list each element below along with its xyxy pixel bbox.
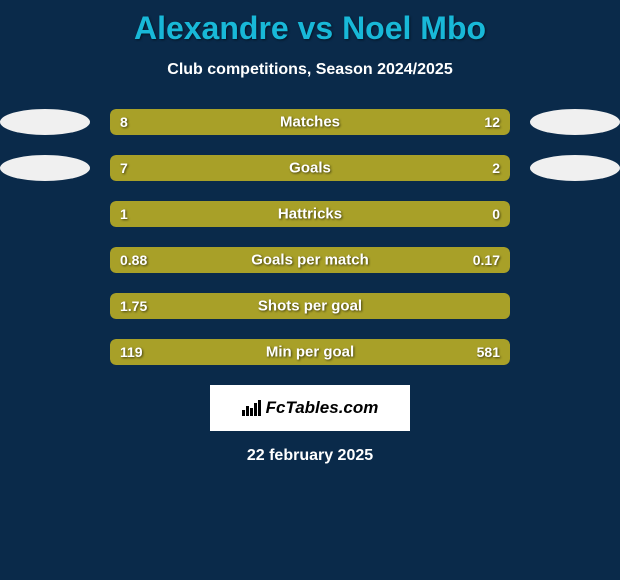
- stat-bar: 7 2 Goals: [110, 155, 510, 181]
- date-label: 22 february 2025: [0, 447, 620, 465]
- stat-bar: 8 12 Matches: [110, 109, 510, 135]
- bar-segment-left: [110, 109, 270, 135]
- comparison-chart: 8 12 Matches 7 2 Goals 1 0 Hattricks 0.88 0.17 Goal…: [0, 109, 620, 365]
- metric-label: Min per goal: [266, 344, 354, 361]
- player-left-marker: [0, 155, 90, 181]
- metric-label: Matches: [280, 114, 340, 131]
- stat-bar: 0.88 0.17 Goals per match: [110, 247, 510, 273]
- stat-row: 119 581 Min per goal: [0, 339, 620, 365]
- stat-bar: 1.75 Shots per goal: [110, 293, 510, 319]
- metric-label: Goals: [289, 160, 331, 177]
- metric-label: Hattricks: [278, 206, 342, 223]
- logo-box: FcTables.com: [210, 385, 410, 431]
- stat-row: 8 12 Matches: [0, 109, 620, 135]
- stat-row: 1.75 Shots per goal: [0, 293, 620, 319]
- metric-label: Shots per goal: [258, 298, 362, 315]
- metric-label: Goals per match: [251, 252, 369, 269]
- page-title: Alexandre vs Noel Mbo: [0, 0, 620, 47]
- value-right: 12: [484, 114, 500, 130]
- logo-text: FcTables.com: [266, 398, 379, 418]
- value-left: 1: [120, 206, 128, 222]
- stat-bar: 1 0 Hattricks: [110, 201, 510, 227]
- value-right: 581: [477, 344, 500, 360]
- player-left-marker: [0, 109, 90, 135]
- value-right: 0: [492, 206, 500, 222]
- player-right-marker: [530, 155, 620, 181]
- value-right: 2: [492, 160, 500, 176]
- value-right: 0.17: [473, 252, 500, 268]
- stat-row: 0.88 0.17 Goals per match: [0, 247, 620, 273]
- value-left: 1.75: [120, 298, 147, 314]
- value-left: 0.88: [120, 252, 147, 268]
- bar-segment-left: [110, 201, 430, 227]
- stat-row: 7 2 Goals: [0, 155, 620, 181]
- bar-chart-icon: [242, 400, 262, 416]
- stat-bar: 119 581 Min per goal: [110, 339, 510, 365]
- bar-segment-left: [110, 155, 422, 181]
- stat-row: 1 0 Hattricks: [0, 201, 620, 227]
- value-left: 8: [120, 114, 128, 130]
- value-left: 7: [120, 160, 128, 176]
- subtitle: Club competitions, Season 2024/2025: [0, 61, 620, 79]
- value-left: 119: [120, 344, 143, 360]
- player-right-marker: [530, 109, 620, 135]
